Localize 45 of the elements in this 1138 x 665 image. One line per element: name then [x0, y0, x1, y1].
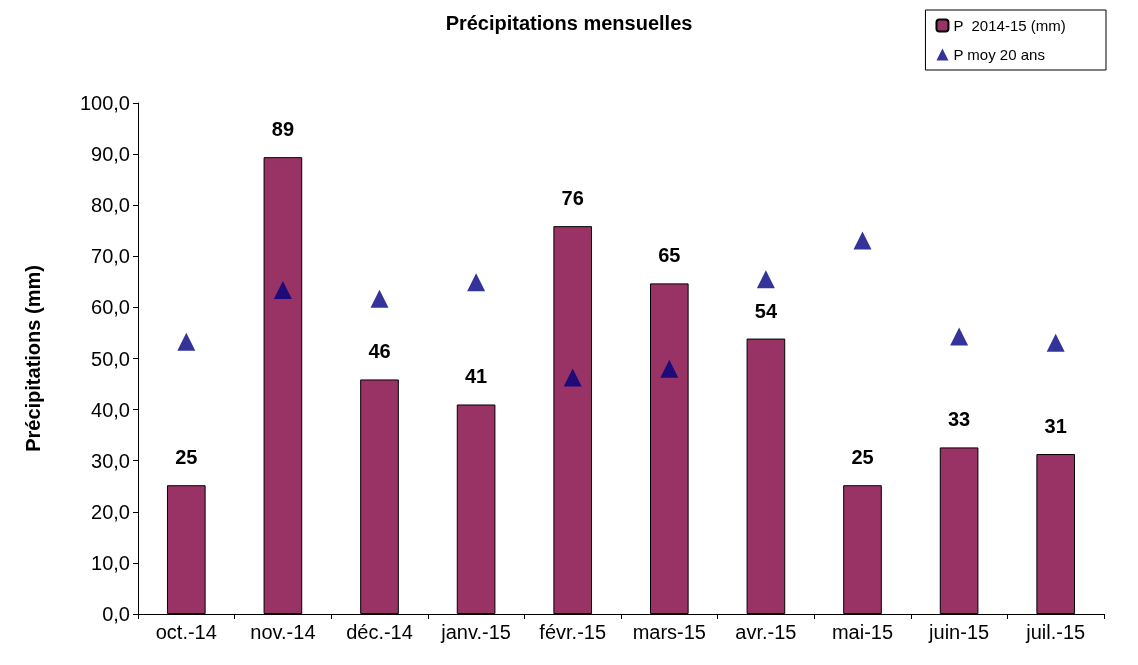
point [467, 273, 486, 292]
y-tick-label: 20,0 [91, 500, 130, 523]
y-tick-label: 60,0 [91, 296, 130, 319]
legend-label: P moy 20 ans [953, 46, 1045, 63]
x-tick-label: nov.-14 [250, 621, 316, 643]
x-tick-label: janv.-15 [440, 621, 511, 643]
point [660, 359, 679, 378]
y-tick-label: 90,0 [91, 143, 130, 166]
point [756, 270, 775, 289]
y-axis-title: Précipitations (mm) [22, 265, 44, 452]
point [563, 368, 582, 387]
chart-title: Précipitations mensuelles [445, 12, 693, 34]
y-tick-label: 100,0 [79, 92, 130, 114]
data-label: 89 [271, 118, 295, 141]
point [370, 289, 389, 308]
y-tick-label: 70,0 [91, 245, 130, 268]
data-label: 41 [464, 365, 488, 388]
point [273, 281, 292, 300]
data-label: 65 [658, 244, 681, 267]
x-tick-label: mai-15 [831, 621, 894, 643]
data-label: 25 [175, 446, 198, 469]
y-tick-label: 40,0 [91, 398, 130, 421]
x-tick-label: juil.-15 [1025, 621, 1086, 643]
y-tick-label: 0,0 [102, 603, 130, 625]
data-label: 46 [368, 340, 391, 363]
x-tick-label: févr.-15 [539, 621, 607, 643]
y-tick-label: 80,0 [91, 194, 130, 217]
point [950, 327, 969, 346]
y-tick-label: 50,0 [91, 347, 130, 370]
data-label: 33 [947, 408, 971, 431]
legend-label: P 2014-15 (mm) [953, 17, 1066, 34]
x-tick-label: mars-15 [632, 621, 706, 643]
data-label: 76 [561, 187, 584, 210]
x-tick-label: déc.-14 [346, 621, 413, 643]
point [853, 231, 872, 250]
y-tick-label: 30,0 [91, 449, 130, 472]
data-label: 25 [851, 446, 874, 469]
point [1046, 333, 1065, 352]
y-tick-label: 10,0 [91, 551, 130, 574]
point [177, 332, 196, 351]
x-tick-label: juin-15 [928, 621, 990, 643]
x-tick-label: oct.-14 [155, 621, 217, 643]
data-label: 31 [1044, 415, 1067, 438]
data-label: 54 [754, 299, 778, 322]
x-tick-label: avr.-15 [735, 621, 797, 643]
